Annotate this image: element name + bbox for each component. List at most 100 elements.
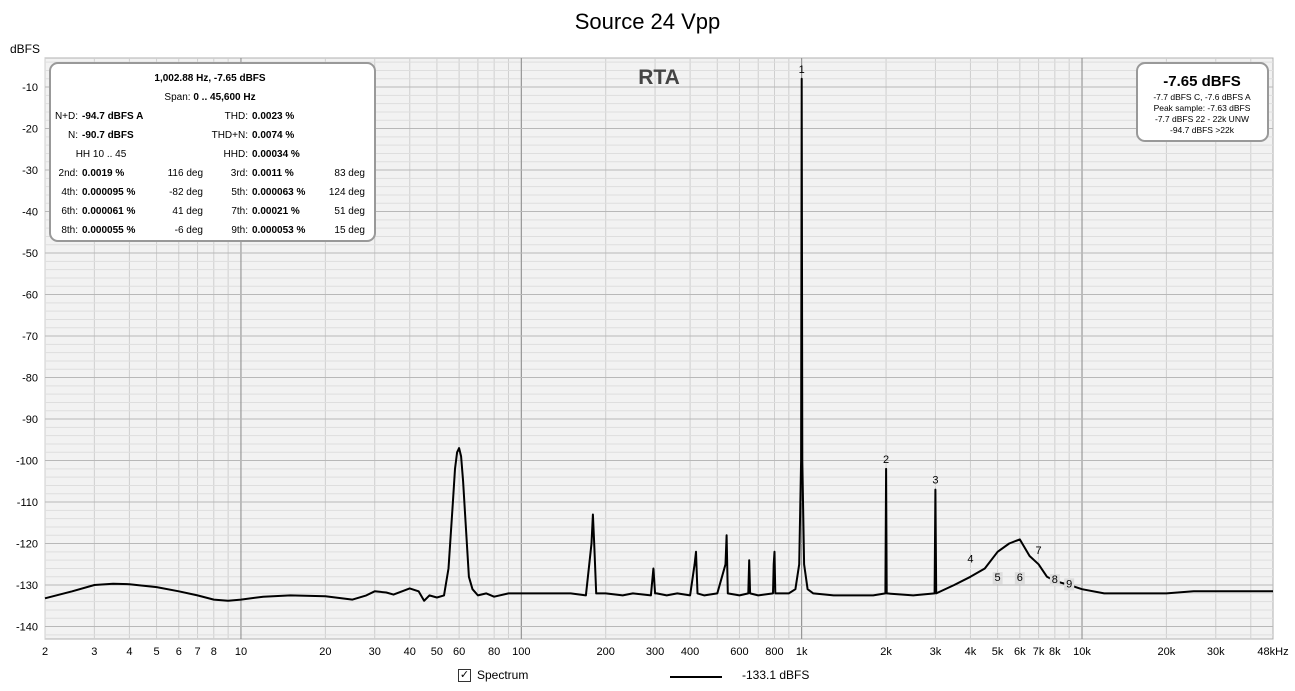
x-tick-label: 20 — [319, 646, 331, 658]
chart-title: Source 24 Vpp — [574, 9, 721, 34]
info-box-frame — [49, 62, 376, 242]
harmonic-label: 7th: — [231, 206, 248, 217]
peak-marker-5: 5 — [995, 572, 1001, 584]
harmonic-phase: -82 deg — [169, 187, 203, 198]
harmonic-label: 2nd: — [59, 168, 78, 179]
info-span-value: 0 .. 45,600 Hz — [193, 92, 255, 103]
x-tick-label: 6 — [176, 646, 182, 658]
peak-marker-bg — [1049, 574, 1060, 587]
x-tick-label: 30 — [369, 646, 381, 658]
info-thdn-value: 0.0074 % — [252, 130, 294, 141]
x-tick-label: 48kHz — [1257, 646, 1288, 658]
y-axis-label: dBFS — [10, 42, 41, 56]
info-thd-label: THD: — [225, 111, 248, 122]
peak-marker-2: 2 — [883, 454, 889, 466]
harmonic-label: 6th: — [61, 206, 78, 217]
harmonic-label: 4th: — [61, 187, 78, 198]
info-span-label: Span: — [164, 92, 190, 103]
x-tick-label: 50 — [431, 646, 443, 658]
x-tick-label: 2k — [880, 646, 892, 658]
x-tick-label: 10 — [235, 646, 247, 658]
info-box: 1,002.88 Hz, -7.65 dBFS Span: 0 .. 45,60… — [49, 62, 376, 242]
x-tick-labels: 2 3 4 5 6 7 8 10 20 30 40 50 60 80 100 200 300 400 600 800 1… — [42, 646, 1289, 658]
y-tick-label: -40 — [22, 207, 38, 219]
x-tick-label: 20k — [1158, 646, 1176, 658]
x-tick-label: 4 — [126, 646, 132, 658]
peak-marker-3: 3 — [932, 475, 938, 487]
y-tick-label: -60 — [22, 290, 38, 302]
level-line-4: -94.7 dBFS >22k — [1170, 125, 1235, 135]
harmonic-phase: 41 deg — [172, 206, 203, 217]
y-tick-label: -130 — [16, 580, 38, 592]
info-thdn-label: THD+N: — [212, 130, 248, 141]
peak-marker-bg — [992, 572, 1003, 585]
peak-marker-9: 9 — [1066, 578, 1072, 590]
harmonic-phase: -6 deg — [175, 225, 203, 236]
info-n-label: N: — [68, 130, 78, 141]
harmonic-phase: 116 deg — [168, 168, 203, 179]
peak-marker-8: 8 — [1052, 574, 1058, 586]
info-hh-label: HH 10 .. 45 — [76, 149, 127, 160]
info-thd-value: 0.0023 % — [252, 111, 294, 122]
rta-watermark: RTA — [638, 66, 680, 89]
spectrum-checkbox[interactable]: ✓ — [458, 669, 471, 682]
x-tick-label: 7k — [1033, 646, 1045, 658]
harmonic-label: 5th: — [231, 187, 248, 198]
harmonic-phase: 83 deg — [334, 168, 365, 179]
harmonic-value: 0.000055 % — [82, 225, 135, 236]
x-tick-label: 2 — [42, 646, 48, 658]
y-tick-label: -110 — [17, 497, 38, 509]
harmonics-table: 2nd: 0.0019 % 116 deg 3rd: 0.0011 % 83 deg 4th… — [59, 168, 365, 236]
x-tick-label: 200 — [597, 646, 615, 658]
level-box: -7.65 dBFS -7.7 dBFS C, -7.6 dBFS A Peak… — [1136, 62, 1269, 142]
x-tick-label: 400 — [681, 646, 699, 658]
y-tick-label: -90 — [22, 414, 38, 426]
harmonic-value: 0.000061 % — [82, 206, 135, 217]
x-tick-label: 5k — [992, 646, 1004, 658]
peak-marker-1: 1 — [799, 64, 805, 76]
spectrum-legend-label: Spectrum — [477, 668, 529, 682]
info-hhd-value: 0.00034 % — [252, 149, 300, 160]
info-frequency-level: 1,002.88 Hz, -7.65 dBFS — [154, 73, 265, 84]
y-tick-label: -120 — [16, 539, 38, 551]
harmonic-phase: 15 deg — [334, 225, 365, 236]
harmonic-value: 0.0011 % — [252, 168, 294, 179]
harmonic-phase: 124 deg — [329, 187, 365, 198]
info-n-value: -90.7 dBFS — [82, 130, 134, 141]
level-line-1: -7.7 dBFS C, -7.6 dBFS A — [1153, 92, 1251, 102]
x-tick-label: 600 — [730, 646, 748, 658]
y-tick-label: -70 — [22, 331, 38, 343]
y-tick-label: -20 — [22, 124, 38, 136]
peak-markers: 1 2 3 4 5 6 7 8 9 — [799, 64, 1075, 591]
x-tick-label: 3k — [930, 646, 942, 658]
harmonic-label: 3rd: — [231, 168, 248, 179]
harmonic-value: 0.0019 % — [82, 168, 124, 179]
x-tick-label: 30k — [1207, 646, 1225, 658]
harmonic-value: 0.00021 % — [252, 206, 300, 217]
y-tick-label: -30 — [22, 165, 38, 177]
x-tick-label: 10k — [1073, 646, 1091, 658]
x-tick-label: 60 — [453, 646, 465, 658]
y-tick-label: -140 — [16, 622, 38, 634]
harmonic-label: 8th: — [61, 225, 78, 236]
x-tick-label: 8 — [211, 646, 217, 658]
harmonic-value: 0.000063 % — [252, 187, 305, 198]
x-tick-label: 6k — [1014, 646, 1026, 658]
y-tick-label: -80 — [22, 373, 38, 385]
peak-marker-7: 7 — [1036, 545, 1042, 557]
x-tick-label: 1k — [796, 646, 808, 658]
info-nd-label: N+D: — [55, 111, 78, 122]
series-line — [44, 77, 1273, 602]
y-tick-labels: -10 -20 -30 -40 -50 -60 -70 -80 -90 -100 -110 -120 -… — [16, 82, 38, 634]
x-tick-label: 800 — [765, 646, 783, 658]
y-tick-label: -10 — [22, 82, 38, 94]
series-legend-label: -133.1 dBFS — [742, 668, 810, 682]
peak-marker-6: 6 — [1017, 572, 1023, 584]
harmonic-phase: 51 deg — [334, 206, 365, 217]
info-span: Span: 0 .. 45,600 Hz — [164, 92, 255, 103]
x-tick-label: 7 — [194, 646, 200, 658]
harmonic-value: 0.000095 % — [82, 187, 135, 198]
y-tick-label: -100 — [16, 456, 38, 468]
level-main: -7.65 dBFS — [1163, 73, 1241, 90]
